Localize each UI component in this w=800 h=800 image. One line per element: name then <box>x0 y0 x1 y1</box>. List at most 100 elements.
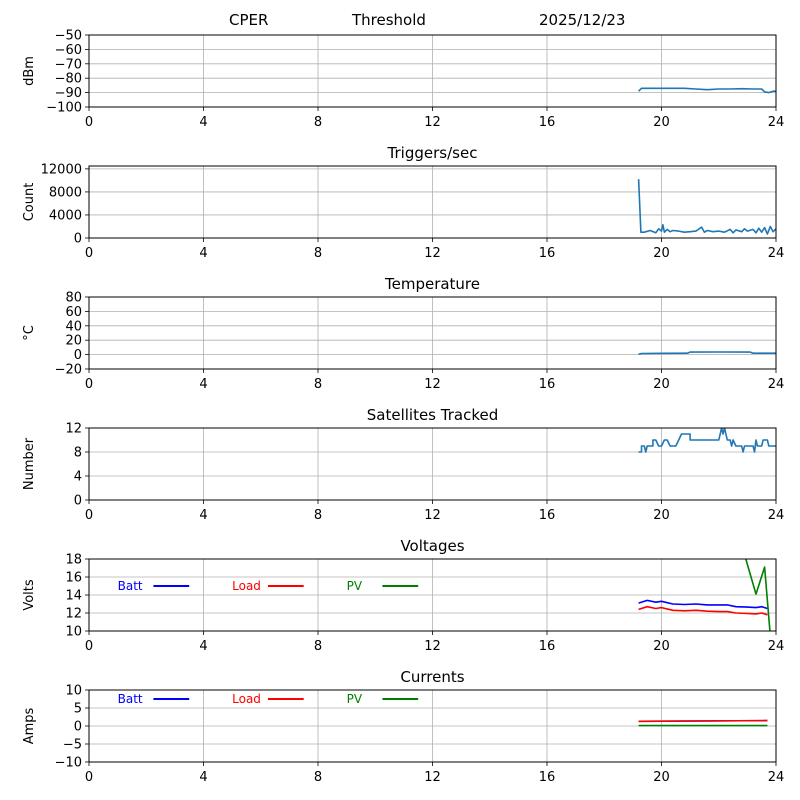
x-tick-label: 16 <box>539 770 556 785</box>
y-tick-label: 8 <box>74 446 82 461</box>
x-tick-label: 0 <box>85 508 93 523</box>
y-tick-label: 80 <box>65 291 82 306</box>
series-group <box>638 559 771 631</box>
series-group <box>638 87 776 94</box>
x-tick-label: 24 <box>768 246 785 261</box>
x-tick-label: 12 <box>424 115 441 130</box>
y-tick-label: 60 <box>65 305 82 320</box>
x-tick-label: 16 <box>539 639 556 654</box>
y-tick-label: 0 <box>74 494 82 509</box>
legend-label-batt: Batt <box>118 579 143 593</box>
y-tick-label: 20 <box>65 334 82 349</box>
x-tick-label: 20 <box>653 377 670 392</box>
x-tick-label: 12 <box>424 246 441 261</box>
x-tick-label: 8 <box>314 377 322 392</box>
x-tick-label: 4 <box>199 639 207 654</box>
x-tick-label: 0 <box>85 377 93 392</box>
series-line-batt <box>638 599 768 610</box>
x-tick-label: 20 <box>653 508 670 523</box>
y-tick-label: −5 <box>63 738 82 753</box>
series-group <box>638 428 776 453</box>
y-tick-label: −20 <box>55 363 82 378</box>
x-tick-label: 8 <box>314 246 322 261</box>
legend-label-batt: Batt <box>118 692 143 706</box>
chart-signal: 0 4 8 12 16 20 24 −100−90−80−70−60−50 dBm <box>22 29 784 131</box>
x-tick-label: 20 <box>653 115 670 130</box>
header-mode: Threshold <box>352 11 426 29</box>
x-tick-label: 8 <box>314 115 322 130</box>
y-tick-label: 10 <box>65 684 82 699</box>
chart-title: Voltages <box>400 537 464 555</box>
x-tick-label: 0 <box>85 115 93 130</box>
y-tick-label: 12 <box>65 607 82 622</box>
x-tick-label: 8 <box>314 639 322 654</box>
x-tick-label: 24 <box>768 639 785 654</box>
y-tick-label: 12 <box>65 422 82 437</box>
x-tick-label: 20 <box>653 246 670 261</box>
y-tick-label: −60 <box>55 43 82 58</box>
legend-label-load: Load <box>232 692 261 706</box>
x-tick-label: 24 <box>768 770 785 785</box>
series-line-load <box>638 605 768 616</box>
x-tick-label: 20 <box>653 639 670 654</box>
x-tick-label: 4 <box>199 246 207 261</box>
series-line-satellites <box>638 428 776 453</box>
legend-label-pv: PV <box>347 692 363 706</box>
y-tick-label: 18 <box>65 553 82 568</box>
x-tick-label: 12 <box>424 377 441 392</box>
y-axis-label: °C <box>22 325 37 341</box>
x-tick-label: 20 <box>653 770 670 785</box>
x-tick-label: 0 <box>85 639 93 654</box>
legend-label-load: Load <box>232 579 261 593</box>
x-tick-label: 12 <box>424 508 441 523</box>
x-tick-label: 8 <box>314 508 322 523</box>
y-tick-label: −10 <box>55 756 82 771</box>
header-site: CPER <box>229 11 269 29</box>
y-tick-label: 10 <box>65 625 82 640</box>
series-line-pv <box>744 559 771 631</box>
y-tick-label: 0 <box>74 720 82 735</box>
y-axis-label: Number <box>22 437 37 490</box>
y-tick-label: 12000 <box>41 162 82 177</box>
y-axis-label: Volts <box>22 579 37 611</box>
x-tick-label: 24 <box>768 377 785 392</box>
series-line-temperature <box>638 351 776 355</box>
legend-label-pv: PV <box>347 579 363 593</box>
x-tick-label: 16 <box>539 508 556 523</box>
y-tick-label: −50 <box>55 29 82 44</box>
x-tick-label: 4 <box>199 508 207 523</box>
series-line-triggers <box>637 179 776 235</box>
y-tick-label: −80 <box>55 72 82 87</box>
x-tick-label: 12 <box>424 639 441 654</box>
series-group <box>637 179 776 235</box>
y-axis-label: Amps <box>22 707 37 744</box>
x-tick-label: 4 <box>199 770 207 785</box>
chart-title: Satellites Tracked <box>367 406 498 424</box>
y-tick-label: −90 <box>55 86 82 101</box>
x-tick-label: 8 <box>314 770 322 785</box>
y-tick-label: −100 <box>46 101 82 116</box>
series-group <box>638 719 768 727</box>
series-line-signal <box>638 87 776 94</box>
chart-title: Triggers/sec <box>387 144 478 162</box>
x-tick-label: 12 <box>424 770 441 785</box>
series-line-load <box>638 719 768 723</box>
chart-title: Currents <box>400 668 464 686</box>
y-tick-label: 16 <box>65 571 82 586</box>
chart-currents: Batt Load PV 0 4 8 12 16 20 24 −10 −5 0 5 10 Amps Curren… <box>22 668 784 785</box>
x-tick-label: 24 <box>768 508 785 523</box>
series-group <box>638 351 776 355</box>
x-tick-label: 0 <box>85 246 93 261</box>
x-tick-label: 24 <box>768 115 785 130</box>
y-axis-label: dBm <box>22 56 37 86</box>
y-tick-label: 5 <box>74 702 82 717</box>
chart-triggers: 0 4 8 12 16 20 24 0 4000 8000 12000 Count Triggers/s… <box>22 144 784 261</box>
y-tick-label: 8000 <box>49 185 82 200</box>
chart-satellites: 0 4 8 12 16 20 24 0 4 8 12 Number Satellites Tracked <box>22 406 784 523</box>
y-tick-label: 4 <box>74 470 82 485</box>
x-tick-label: 16 <box>539 377 556 392</box>
y-tick-label: 0 <box>74 232 82 247</box>
y-tick-label: 14 <box>65 589 82 604</box>
chart-title: Temperature <box>384 275 480 293</box>
chart-voltages: Batt Load PV 0 4 8 12 16 20 24 10 12 14 16 18 Volts Volt… <box>22 537 784 654</box>
